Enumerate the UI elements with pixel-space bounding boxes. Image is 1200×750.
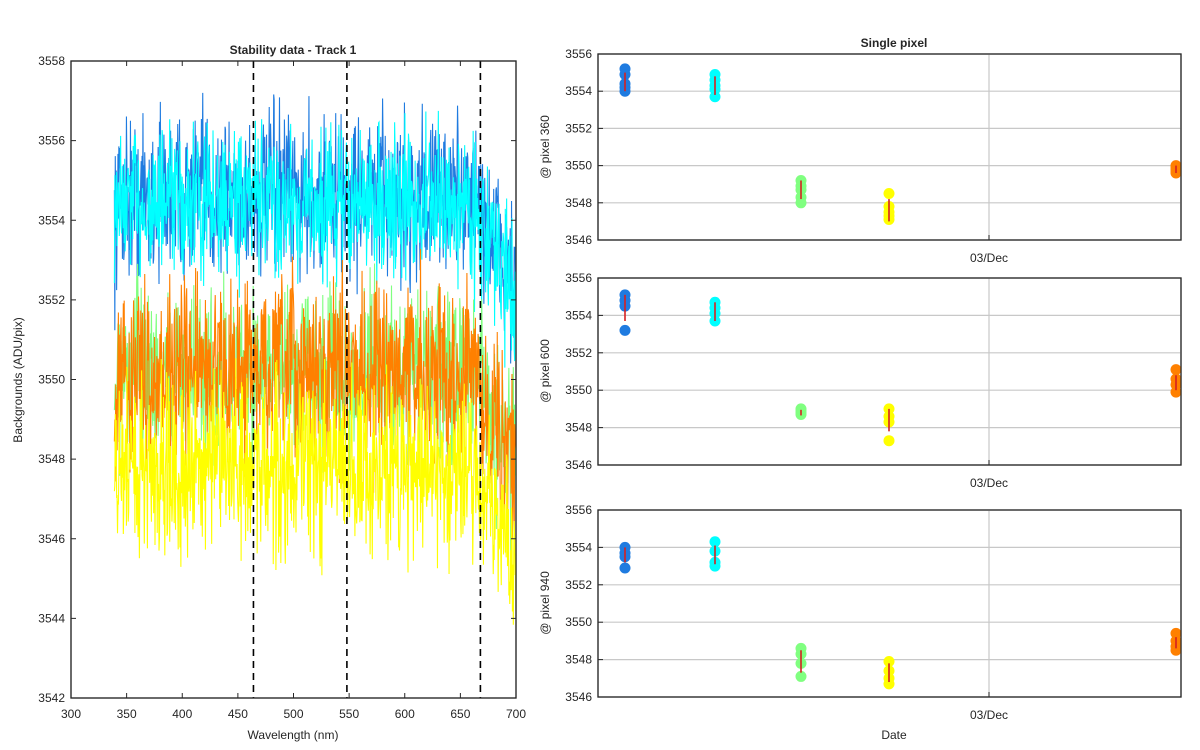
- y-tick-label: 3548: [565, 196, 592, 210]
- marks-layer: [619, 289, 1182, 447]
- y-axis-label: @ pixel 360: [538, 115, 552, 179]
- series-line: [113, 248, 517, 551]
- y-tick-label: 3554: [38, 213, 65, 227]
- y-tick-label: 3550: [565, 159, 592, 173]
- y-axis-ticks: 3546 3548 3550 3552 3554 3556: [565, 503, 603, 704]
- y-tick-label: 3546: [38, 532, 65, 546]
- y-tick-label: 3556: [565, 47, 592, 61]
- y-tick-label: 3554: [565, 540, 592, 554]
- y-axis-ticks: 3546 3548 3550 3552 3554 3556: [565, 271, 603, 472]
- x-tick-label: 650: [450, 707, 470, 721]
- data-point: [1170, 644, 1182, 656]
- single-pixel-panel-600: 3546 3548 3550 3552 3554 3556 03/Dec @ pixel …: [538, 271, 1182, 490]
- x-tick-label: 300: [61, 707, 81, 721]
- x-tick-label: 700: [506, 707, 526, 721]
- data-point: [883, 655, 895, 667]
- data-point: [709, 560, 721, 572]
- data-point: [795, 670, 807, 682]
- x-axis-label: Date: [881, 728, 907, 742]
- x-tick-label: 350: [117, 707, 137, 721]
- y-axis-label: @ pixel 940: [538, 571, 552, 635]
- data-point: [1170, 386, 1182, 398]
- data-point: [709, 536, 721, 548]
- y-tick-label: 3556: [38, 134, 65, 148]
- x-axis-ticks: 03/Dec: [970, 692, 1008, 722]
- y-tick-label: 3550: [38, 373, 65, 387]
- y-tick-label: 3544: [38, 611, 65, 625]
- y-tick-label: 3546: [565, 690, 592, 704]
- y-axis-label: Backgrounds (ADU/pix): [11, 317, 25, 442]
- y-tick-label: 3554: [565, 84, 592, 98]
- x-axis-ticks: 03/Dec: [970, 460, 1008, 490]
- y-tick-label: 3554: [565, 308, 592, 322]
- x-tick-label: 03/Dec: [970, 251, 1008, 265]
- marks-layer: [619, 63, 1182, 226]
- y-tick-label: 3550: [565, 615, 592, 629]
- data-point: [883, 435, 895, 447]
- y-tick-label: 3552: [565, 346, 592, 360]
- x-tick-label: 03/Dec: [970, 708, 1008, 722]
- x-tick-label: 500: [283, 707, 303, 721]
- series-line: [113, 358, 517, 625]
- data-point: [619, 324, 631, 336]
- y-tick-label: 3542: [38, 691, 65, 705]
- y-tick-label: 3546: [565, 458, 592, 472]
- y-axis-ticks: 3542 3544 3546 3548 3550 3552 3554 3556 3558: [38, 54, 516, 705]
- y-tick-label: 3548: [565, 653, 592, 667]
- data-point: [619, 562, 631, 574]
- y-tick-label: 3556: [565, 271, 592, 285]
- chart-title: Single pixel: [861, 36, 928, 50]
- chart-title: Stability data - Track 1: [230, 43, 357, 57]
- y-axis-label: @ pixel 600: [538, 339, 552, 403]
- y-tick-label: 3558: [38, 54, 65, 68]
- y-tick-label: 3552: [565, 121, 592, 135]
- data-point: [1170, 364, 1182, 376]
- vertical-markers: [252, 61, 482, 698]
- series-layer: [113, 92, 517, 625]
- x-tick-label: 400: [172, 707, 192, 721]
- y-tick-label: 3552: [565, 578, 592, 592]
- x-axis-ticks: 03/Dec: [970, 235, 1008, 265]
- y-tick-label: 3556: [565, 503, 592, 517]
- x-tick-label: 550: [339, 707, 359, 721]
- x-tick-label: 600: [395, 707, 415, 721]
- marks-layer: [619, 536, 1182, 690]
- y-tick-label: 3552: [38, 293, 65, 307]
- data-point: [883, 678, 895, 690]
- stability-line-chart: 300 350 400 450 500 550 600 650 700 3542 3544 3546…: [11, 43, 526, 742]
- single-pixel-panel-940: 3546 3548 3550 3552 3554 3556 03/Dec @ pixel …: [538, 503, 1182, 742]
- data-point: [883, 188, 895, 199]
- x-axis-ticks: 300 350 400 450 500 550 600 650 700: [61, 61, 526, 721]
- data-point: [795, 197, 807, 209]
- y-tick-label: 3546: [565, 233, 592, 247]
- x-axis-label: Wavelength (nm): [248, 728, 339, 742]
- y-axis-ticks: 3546 3548 3550 3552 3554 3556: [565, 47, 603, 247]
- single-pixel-panel-360: 3546 3548 3550 3552 3554 3556 03/Dec Single p…: [538, 36, 1182, 265]
- series-line: [113, 110, 517, 368]
- y-tick-label: 3548: [38, 452, 65, 466]
- y-tick-label: 3550: [565, 383, 592, 397]
- x-tick-label: 450: [228, 707, 248, 721]
- y-tick-label: 3548: [565, 421, 592, 435]
- x-tick-label: 03/Dec: [970, 476, 1008, 490]
- data-point: [709, 91, 721, 103]
